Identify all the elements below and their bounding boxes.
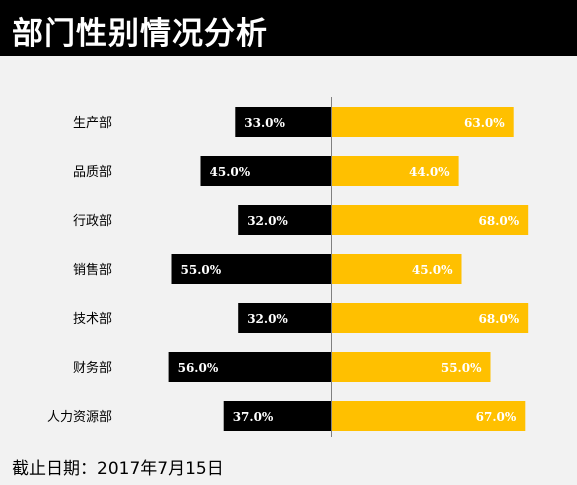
left-value-label: 33.0% xyxy=(244,116,285,130)
right-bar xyxy=(331,205,529,235)
category-label: 技术部 xyxy=(73,312,112,327)
left-bar xyxy=(235,107,331,137)
left-bar xyxy=(168,352,331,382)
right-bar xyxy=(331,401,526,431)
left-bar xyxy=(238,303,331,333)
left-value-label: 32.0% xyxy=(247,214,288,228)
right-bar xyxy=(331,352,491,382)
category-label: 品质部 xyxy=(73,165,112,180)
right-value-label: 68.0% xyxy=(479,312,520,326)
left-value-label: 45.0% xyxy=(210,165,251,179)
category-label: 销售部 xyxy=(73,262,112,278)
left-bar xyxy=(223,401,331,431)
title-bar: 部门性别情况分析 xyxy=(0,0,577,56)
right-bar xyxy=(331,156,459,186)
right-bar xyxy=(331,303,529,333)
category-label: 财务部 xyxy=(73,360,112,376)
left-bar xyxy=(200,156,331,186)
left-value-label: 37.0% xyxy=(233,410,274,424)
left-value-label: 32.0% xyxy=(247,312,288,326)
left-bar xyxy=(171,254,331,284)
right-value-label: 55.0% xyxy=(441,361,482,375)
page-title: 部门性别情况分析 xyxy=(12,16,268,52)
right-bar xyxy=(331,107,514,137)
category-label: 行政部 xyxy=(73,214,112,229)
right-value-label: 67.0% xyxy=(476,410,517,424)
diverging-bar-chart: 生产部 33.0% 63.0% 品质部 45.0% 44.0% 行政部 32.0% 68.0% 销… xyxy=(47,97,529,437)
right-bar xyxy=(331,254,462,284)
category-label: 生产部 xyxy=(73,116,112,131)
right-value-label: 44.0% xyxy=(409,165,450,179)
left-bar xyxy=(238,205,331,235)
category-label: 人力资源部 xyxy=(47,410,112,425)
left-value-label: 56.0% xyxy=(178,361,219,375)
right-value-label: 63.0% xyxy=(464,116,505,130)
right-value-label: 45.0% xyxy=(412,263,453,277)
left-value-label: 55.0% xyxy=(181,263,222,277)
right-value-label: 68.0% xyxy=(479,214,520,228)
cutoff-date: 截止日期：2017年7月15日 xyxy=(12,459,224,479)
